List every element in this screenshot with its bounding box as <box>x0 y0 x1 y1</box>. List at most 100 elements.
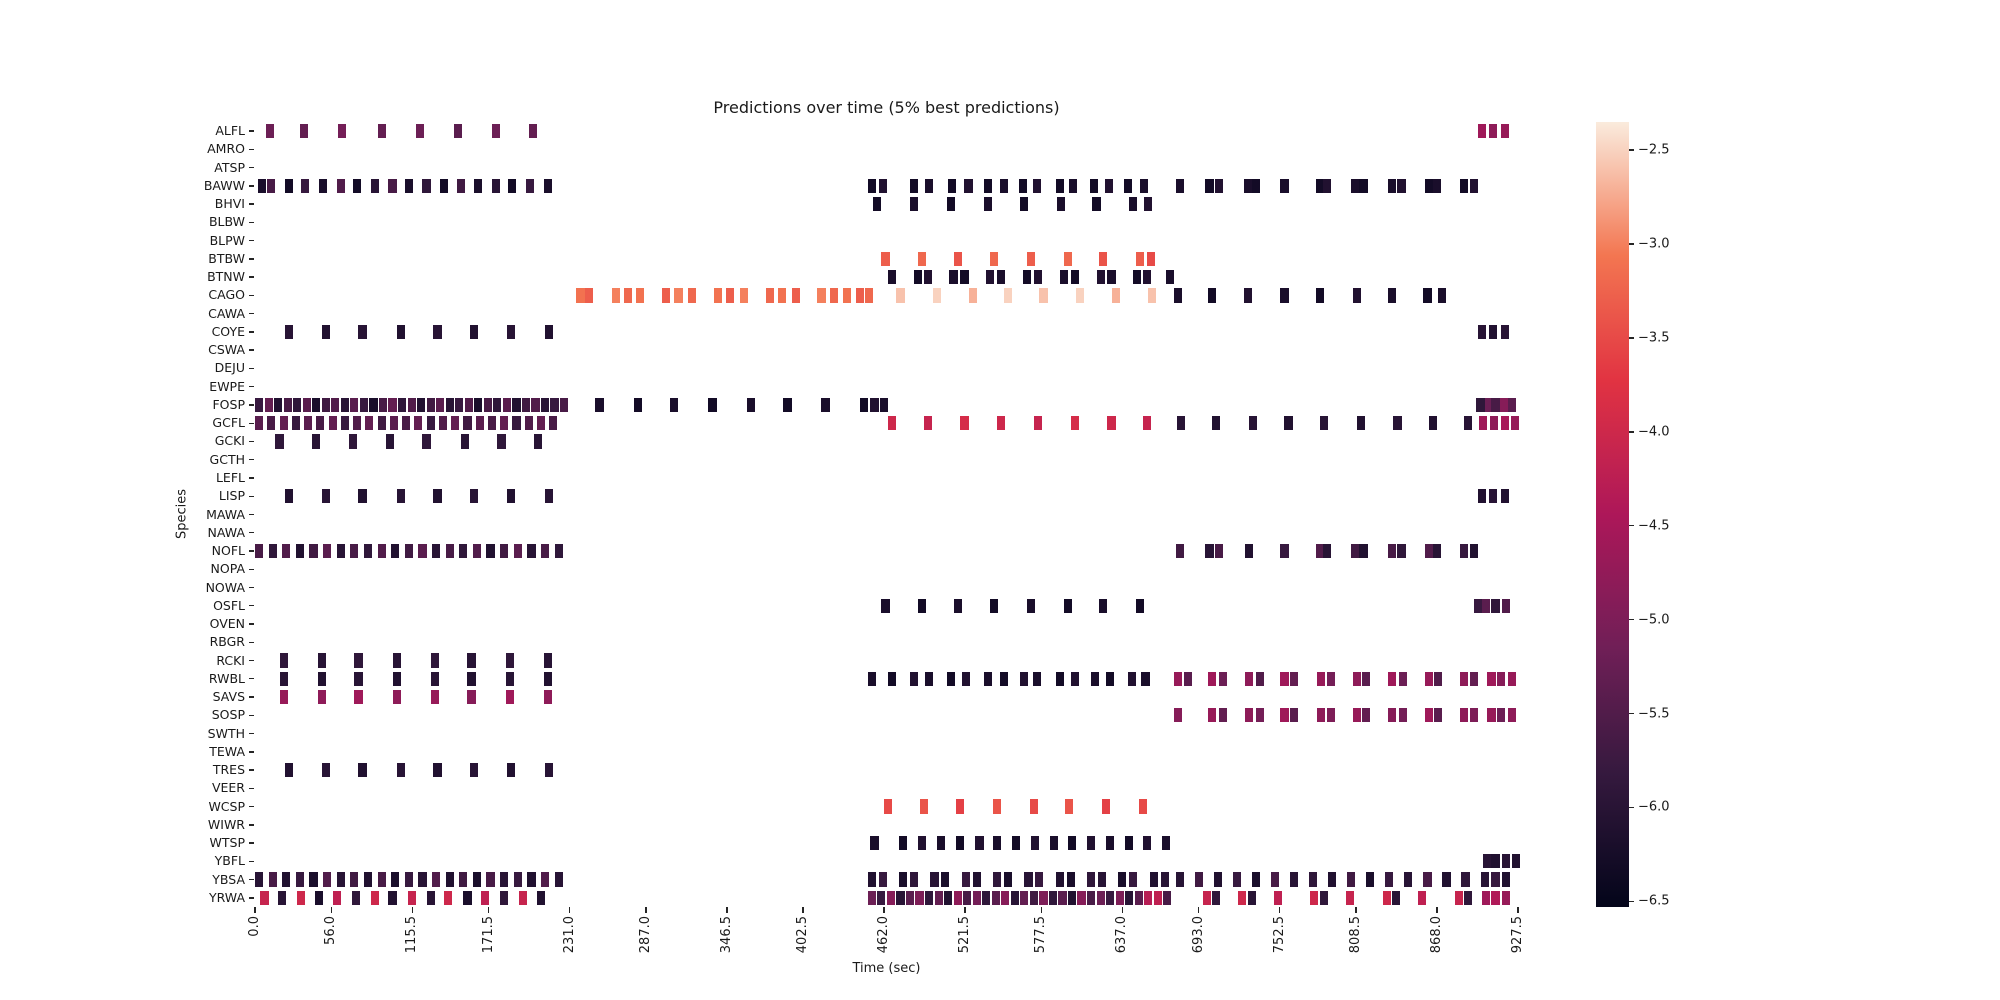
colorbar-tick-mark <box>1629 149 1634 151</box>
heatmap-cell <box>986 270 995 285</box>
y-tick-label: CAGO <box>208 287 245 303</box>
heatmap-cell <box>1382 890 1391 905</box>
heatmap-cell <box>321 489 330 504</box>
heatmap-cell <box>358 762 367 778</box>
y-tick-mark <box>249 878 254 881</box>
heatmap-cell <box>1039 890 1048 905</box>
heatmap-cell <box>317 689 326 705</box>
heatmap-cell <box>549 416 558 431</box>
heatmap-cell <box>389 416 398 431</box>
heatmap-cell <box>878 872 887 887</box>
heatmap-cell <box>1096 890 1105 905</box>
heatmap-cell <box>1063 598 1073 613</box>
heatmap-cell <box>1442 872 1451 887</box>
heatmap-cell <box>456 178 465 194</box>
heatmap-cell <box>1483 854 1492 869</box>
heatmap-cell <box>1029 799 1038 814</box>
heatmap-cell <box>554 543 563 559</box>
heatmap-cell <box>279 416 288 431</box>
colorbar-tick-label: −3.0 <box>1638 236 1670 252</box>
heatmap-cell <box>284 324 294 340</box>
heatmap-cell <box>1107 416 1116 431</box>
heatmap-cell <box>1055 671 1064 686</box>
heatmap-cell <box>1491 397 1500 413</box>
heatmap-cell <box>415 124 424 139</box>
y-tick-label: NAWA <box>207 524 245 540</box>
heatmap-cell <box>1208 708 1217 723</box>
heatmap-cell <box>870 397 879 413</box>
heatmap-cell <box>513 543 522 559</box>
heatmap-cell <box>295 872 304 887</box>
heatmap-cell <box>283 397 292 413</box>
heatmap-cell <box>299 124 309 139</box>
heatmap-cell <box>1070 270 1079 285</box>
heatmap-cell <box>1138 799 1147 814</box>
heatmap-cell <box>314 890 324 905</box>
y-tick-label: EWPE <box>209 378 245 394</box>
heatmap-cell <box>316 416 325 431</box>
heatmap-cell <box>1417 890 1427 905</box>
heatmap-cell <box>1392 890 1401 905</box>
heatmap-cell <box>536 416 546 431</box>
heatmap-cell <box>1481 890 1491 905</box>
x-tick-label: 346.5 <box>718 916 734 954</box>
heatmap-cell <box>918 835 927 851</box>
heatmap-cell <box>923 270 932 285</box>
y-tick-mark <box>249 678 254 680</box>
heatmap-cell <box>867 671 876 686</box>
heatmap-cell <box>636 288 645 303</box>
heatmap-cell <box>1219 671 1228 686</box>
heatmap-cell <box>1010 890 1019 905</box>
heatmap-cell <box>445 397 454 413</box>
y-tick-label: RBGR <box>209 634 245 650</box>
heatmap-cell <box>1107 270 1116 285</box>
y-tick-mark <box>249 897 254 899</box>
heatmap-cell <box>463 416 472 431</box>
y-tick-mark <box>249 623 254 625</box>
heatmap-cell <box>1438 288 1447 303</box>
heatmap-cell <box>385 434 394 449</box>
heatmap-cell <box>997 270 1006 285</box>
colorbar-tick-mark <box>1629 618 1634 621</box>
heatmap-cell <box>888 416 897 431</box>
heatmap-cell <box>1500 124 1510 139</box>
heatmap-cell <box>1255 708 1265 723</box>
x-tick-label: 0.0 <box>247 916 262 937</box>
heatmap-cell <box>1476 397 1485 413</box>
y-tick-mark <box>249 842 254 844</box>
heatmap-cell <box>483 397 492 413</box>
heatmap-cell <box>377 872 386 887</box>
heatmap-cell <box>1163 890 1172 905</box>
heatmap-cell <box>365 416 374 431</box>
heatmap-cell <box>1118 872 1127 887</box>
x-tick-mark <box>883 907 885 913</box>
heatmap-cell <box>1091 671 1100 686</box>
heatmap-cell <box>1488 124 1497 139</box>
heatmap-cell <box>1066 872 1075 887</box>
heatmap-cell <box>350 397 359 413</box>
heatmap-cell <box>867 872 876 887</box>
heatmap-cell <box>293 397 302 413</box>
heatmap-cell <box>746 397 755 413</box>
heatmap-cell <box>1092 197 1101 212</box>
heatmap-cell <box>924 178 934 194</box>
heatmap-cell <box>1460 671 1469 686</box>
heatmap-cell <box>878 178 887 194</box>
y-tick-label: LISP <box>218 488 245 504</box>
x-tick-mark <box>1040 907 1043 913</box>
heatmap-cell <box>1208 671 1217 686</box>
heatmap-cell <box>1176 416 1186 431</box>
heatmap-cell <box>1133 270 1142 285</box>
heatmap-cell <box>1432 178 1442 194</box>
y-tick-mark <box>249 367 254 370</box>
heatmap-cell <box>1496 708 1506 723</box>
x-tick-label: 402.5 <box>795 916 811 954</box>
y-tick-label: LEFL <box>215 469 245 485</box>
heatmap-cell <box>279 671 288 686</box>
heatmap-cell <box>1500 416 1510 431</box>
heatmap-cell <box>317 653 326 668</box>
heatmap-cell <box>584 288 593 303</box>
heatmap-cell <box>1099 251 1108 267</box>
heatmap-cell <box>946 197 955 212</box>
heatmap-cell <box>859 397 868 413</box>
